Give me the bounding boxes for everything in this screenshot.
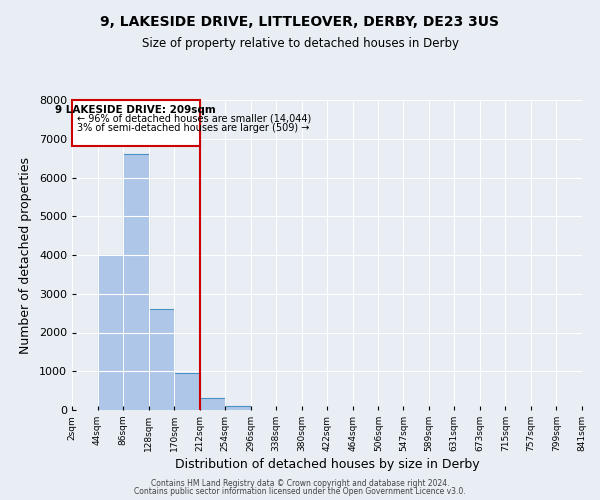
Bar (174, 373, 200, 410)
Bar (72, 100, 200, 146)
Text: 3% of semi-detached houses are larger (509) →: 3% of semi-detached houses are larger (5… (77, 123, 309, 133)
Bar (149, 309, 174, 410)
Text: Size of property relative to detached houses in Derby: Size of property relative to detached ho… (142, 38, 458, 51)
Text: 9, LAKESIDE DRIVE, LITTLEOVER, DERBY, DE23 3US: 9, LAKESIDE DRIVE, LITTLEOVER, DERBY, DE… (101, 15, 499, 29)
Text: 9 LAKESIDE DRIVE: 209sqm: 9 LAKESIDE DRIVE: 209sqm (55, 105, 216, 115)
Text: Contains public sector information licensed under the Open Government Licence v3: Contains public sector information licen… (134, 487, 466, 496)
Y-axis label: Number of detached properties: Number of detached properties (19, 156, 32, 354)
Bar (98, 255, 123, 410)
Bar (123, 154, 149, 410)
Text: Contains HM Land Registry data © Crown copyright and database right 2024.: Contains HM Land Registry data © Crown c… (151, 478, 449, 488)
Bar (200, 398, 225, 410)
Text: ← 96% of detached houses are smaller (14,044): ← 96% of detached houses are smaller (14… (77, 114, 311, 124)
Bar (225, 406, 251, 410)
X-axis label: Distribution of detached houses by size in Derby: Distribution of detached houses by size … (175, 458, 479, 471)
